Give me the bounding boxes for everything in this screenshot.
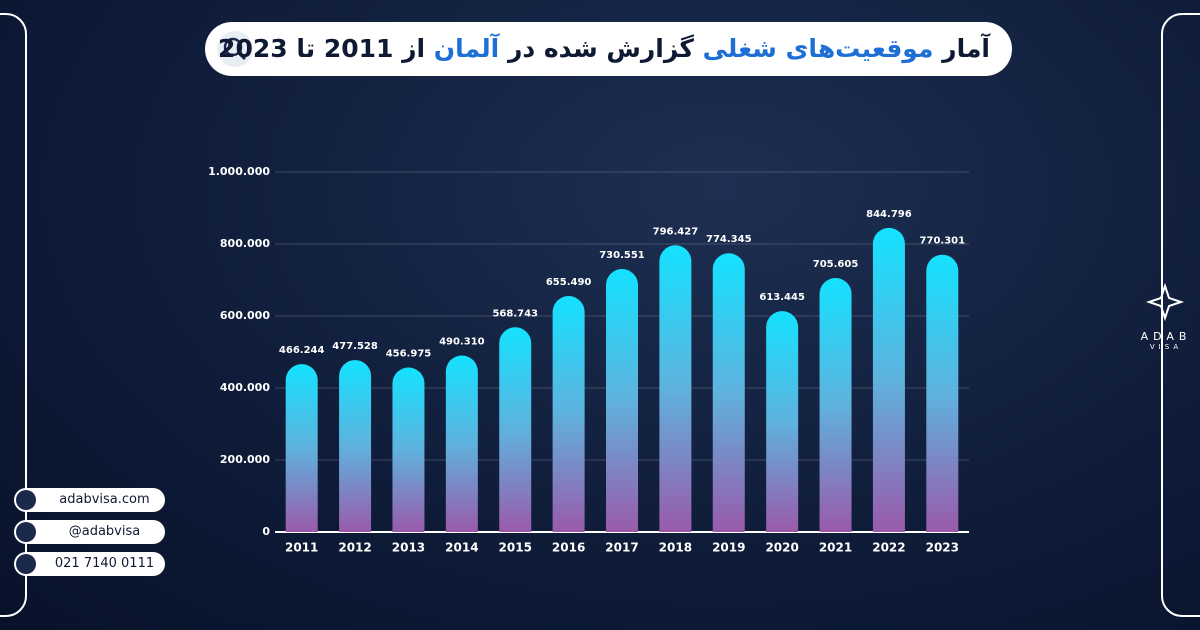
bar	[926, 254, 959, 532]
phone: 021 7140 0111	[54, 556, 155, 571]
x-tick-label: 2021	[819, 541, 852, 555]
bar	[499, 327, 532, 532]
bar	[339, 360, 372, 532]
title-part: موقعیت‌های شغلی	[702, 34, 934, 63]
title-bar: آمار موقعیت‌های شغلی گزارش شده در آلمان …	[205, 22, 1012, 76]
x-tick-label: 2019	[712, 541, 745, 555]
title-part: گزارش شده در	[499, 34, 703, 63]
x-tick-label: 2023	[926, 541, 959, 555]
y-tick-label: 400.000	[220, 381, 270, 394]
x-tick-label: 2011	[285, 541, 318, 555]
bar	[445, 355, 478, 532]
value-label: 655.490	[546, 277, 592, 288]
value-label: 770.301	[920, 236, 966, 247]
logo: ADAB VISA	[1132, 278, 1200, 351]
logo-name: ADAB	[1140, 330, 1192, 343]
title-part: آمار	[933, 34, 990, 63]
contact-phone[interactable]: 021 7140 0111	[14, 552, 165, 576]
value-label: 466.244	[279, 345, 325, 356]
instagram: @adabvisa	[68, 524, 141, 539]
bar	[766, 311, 799, 532]
contact-web[interactable]: adabvisa.com	[14, 488, 165, 512]
value-label: 568.743	[492, 308, 538, 319]
bar	[712, 253, 745, 532]
value-label: 774.345	[706, 234, 752, 245]
value-label: 844.796	[866, 209, 912, 220]
bar	[819, 277, 852, 532]
x-tick-label: 2017	[605, 541, 638, 555]
value-label: 613.445	[759, 292, 805, 303]
chart-title: آمار موقعیت‌های شغلی گزارش شده در آلمان …	[218, 22, 990, 76]
x-tick-label: 2013	[392, 541, 425, 555]
contact-instagram[interactable]: @adabvisa	[14, 520, 165, 544]
frame-right	[1161, 13, 1200, 617]
title-part: از 2011 تا 2023	[218, 34, 434, 63]
y-tick-label: 200.000	[220, 453, 270, 466]
frame-left	[0, 13, 27, 617]
x-tick-label: 2018	[659, 541, 692, 555]
bar	[606, 269, 638, 532]
logo-sub: VISA	[1149, 343, 1183, 351]
value-label: 796.427	[653, 226, 699, 237]
x-tick-label: 2012	[338, 541, 371, 555]
website: adabvisa.com	[59, 492, 150, 507]
y-tick-label: 1.000.000	[208, 165, 270, 178]
value-label: 705.605	[813, 259, 859, 270]
y-tick-label: 0	[262, 525, 270, 538]
search-button[interactable]	[217, 31, 253, 67]
value-label: 490.310	[439, 336, 485, 347]
bar	[392, 367, 425, 532]
bar	[285, 364, 318, 532]
value-label: 456.975	[386, 348, 432, 359]
logo-icon	[1145, 282, 1185, 322]
x-tick-label: 2020	[765, 541, 798, 555]
bar	[659, 245, 692, 532]
y-tick-label: 800.000	[220, 237, 270, 250]
search-icon	[223, 37, 247, 61]
x-tick-label: 2016	[552, 541, 585, 555]
y-tick-label: 600.000	[220, 309, 270, 322]
value-label: 730.551	[599, 250, 645, 261]
x-tick-label: 2015	[499, 541, 532, 555]
value-label: 477.528	[332, 341, 378, 352]
title-part: آلمان	[433, 34, 500, 63]
x-tick-label: 2014	[445, 541, 478, 555]
bar	[872, 227, 905, 532]
bar	[552, 296, 585, 532]
x-tick-label: 2022	[872, 541, 905, 555]
